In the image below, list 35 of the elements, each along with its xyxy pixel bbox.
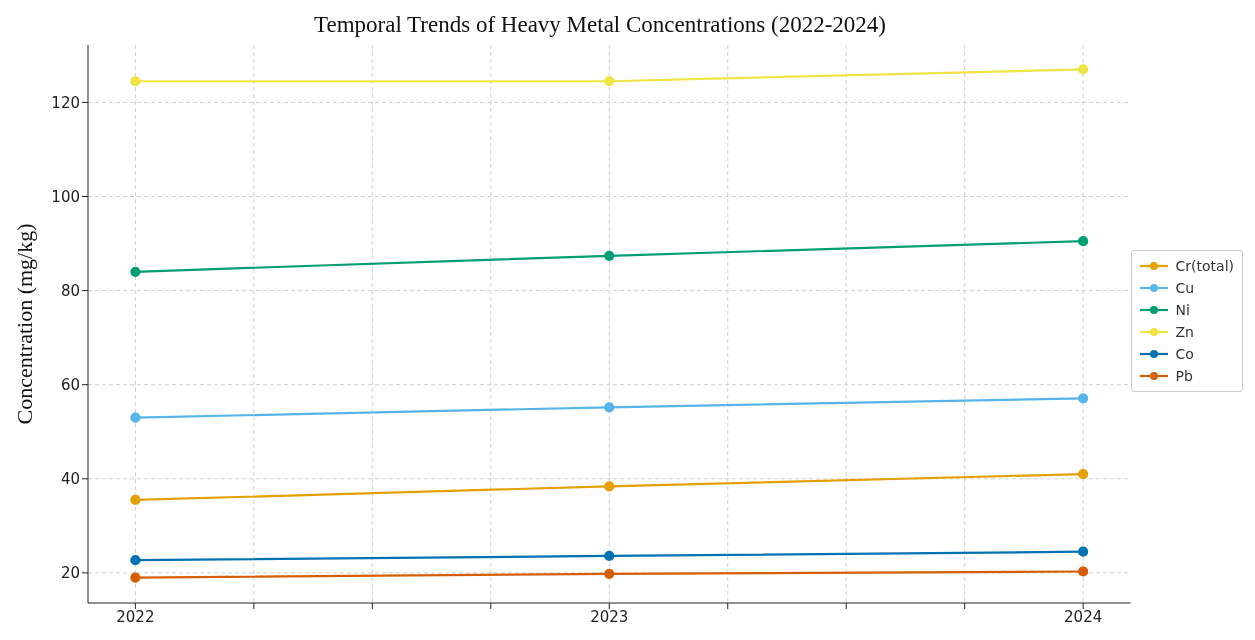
- legend-label: Pb: [1175, 366, 1193, 386]
- point: [604, 402, 615, 413]
- point: [1078, 546, 1089, 557]
- x-tick-label: 2023: [590, 607, 629, 626]
- point: [130, 555, 141, 566]
- point: [130, 494, 141, 506]
- point: [1078, 468, 1089, 480]
- point: [604, 550, 615, 562]
- legend-label: Cu: [1175, 278, 1195, 298]
- x-tick-label: 2024: [1064, 607, 1103, 626]
- legend-label: Cr(total): [1175, 256, 1234, 276]
- point: [130, 412, 141, 423]
- y-tick-label: 120: [51, 93, 80, 112]
- point: [1078, 236, 1089, 247]
- point: [130, 572, 141, 583]
- y-axis-title: Concentration (mg/kg): [11, 223, 37, 425]
- point: [1078, 566, 1089, 577]
- chart-title: Temporal Trends of Heavy Metal Concentrations (2022-2024): [313, 12, 887, 38]
- y-tick-label: 80: [60, 281, 80, 300]
- y-tick-label: 100: [51, 187, 80, 206]
- y-tick-label: 20: [60, 564, 80, 583]
- point: [604, 481, 615, 492]
- point: [130, 76, 141, 87]
- legend-label: Co: [1175, 344, 1194, 364]
- point: [130, 266, 141, 277]
- point: [1078, 64, 1089, 75]
- legend-label: Ni: [1175, 300, 1190, 320]
- y-tick-label: 60: [60, 376, 80, 395]
- legend-label: Zn: [1175, 322, 1194, 342]
- point: [604, 250, 615, 261]
- point: [604, 568, 615, 579]
- point: [1078, 393, 1089, 404]
- point: [604, 76, 615, 87]
- x-tick-label: 2022: [116, 607, 155, 626]
- y-tick-label: 40: [60, 470, 80, 489]
